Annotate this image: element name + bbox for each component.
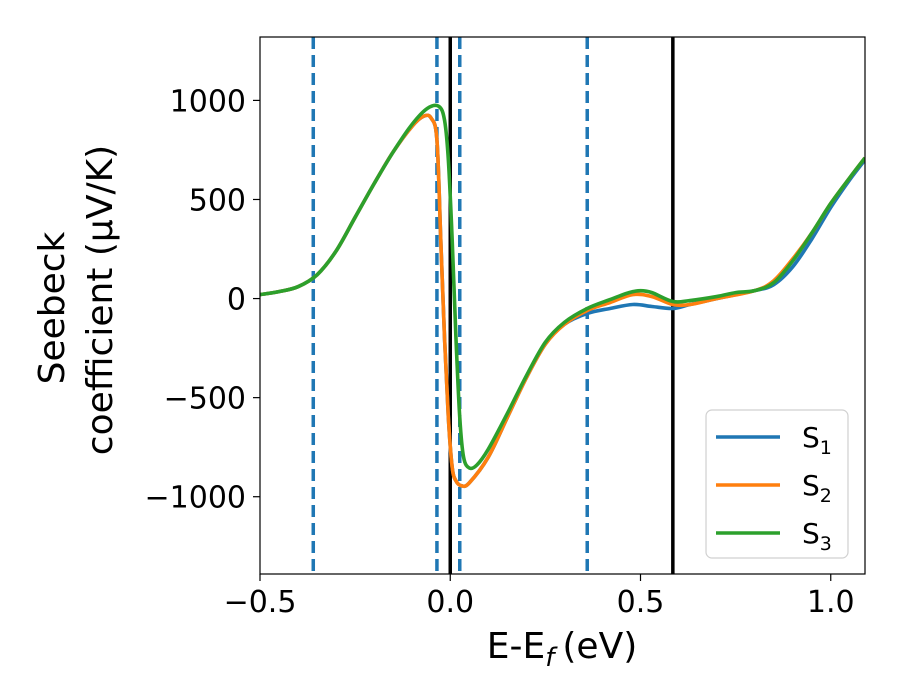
y-tick-label: 0 [227, 283, 246, 318]
y-axis-label-line1: Seebeck [32, 231, 73, 384]
x-tick-label: 0.0 [426, 585, 474, 620]
x-axis-ticks: −0.5 0.0 0.5 1.0 [224, 574, 855, 620]
y-axis-ticks: −1000 −500 0 500 1000 [145, 84, 260, 516]
y-tick-label: 1000 [170, 84, 246, 119]
legend-label-s1: S1 [802, 421, 832, 459]
x-tick-label: 1.0 [807, 585, 855, 620]
legend: S1 S2 S3 [705, 409, 849, 559]
x-axis-label: E-Ef (eV) [487, 626, 638, 673]
y-tick-label: 500 [189, 183, 246, 218]
series-curves [260, 103, 865, 489]
legend-label-s3: S3 [802, 517, 832, 555]
x-axis-label-unit: (eV) [562, 626, 637, 667]
x-axis-label-sub: f [545, 643, 558, 673]
y-axis-label: Seebeck coefficient (μV/K) [32, 145, 121, 455]
y-axis-label-line2: coefficient (μV/K) [80, 145, 121, 455]
x-tick-label: 0.5 [617, 585, 665, 620]
y-tick-label: −500 [164, 382, 246, 417]
legend-label-s2: S2 [802, 469, 832, 507]
x-axis-label-main: E-E [487, 626, 545, 667]
y-tick-label: −1000 [145, 481, 246, 516]
plot-area-frame [259, 36, 866, 575]
x-tick-label: −0.5 [224, 585, 297, 620]
series-line-s3 [260, 103, 865, 471]
